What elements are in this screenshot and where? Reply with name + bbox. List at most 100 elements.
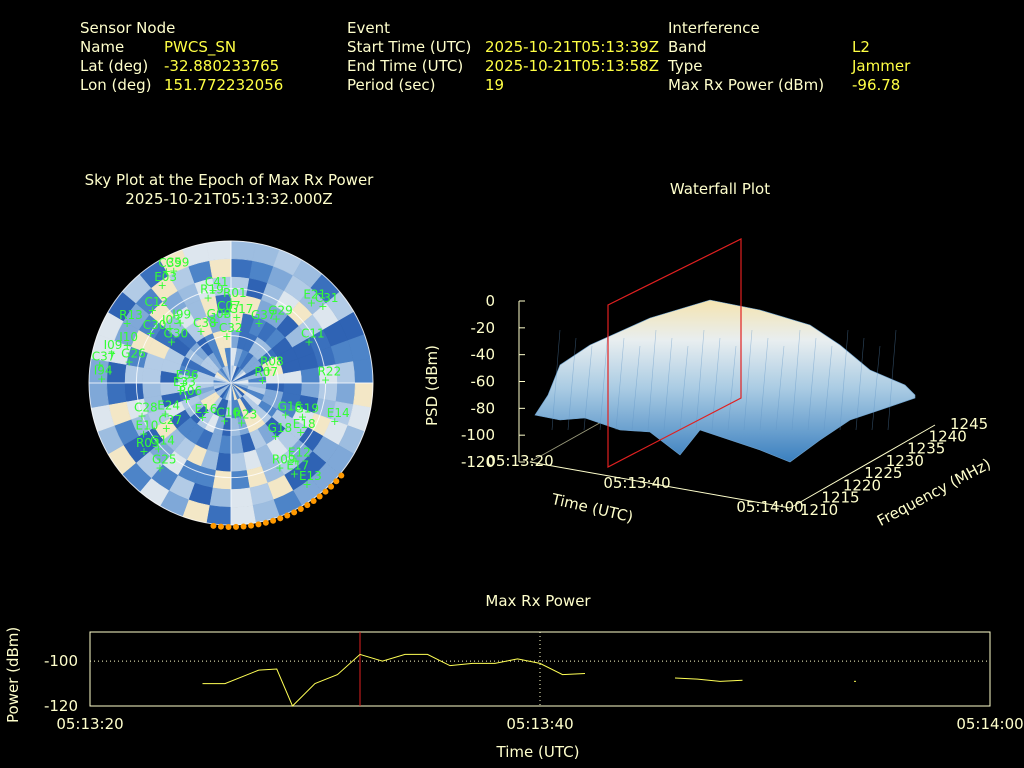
satellite-label: I10 bbox=[119, 330, 138, 344]
interference-marker bbox=[291, 509, 298, 516]
waterfall-z-tick-label: -20 bbox=[471, 319, 496, 337]
waterfall-y-tick-label: 1230 bbox=[886, 452, 924, 470]
satellite-c11: +C11 bbox=[301, 327, 325, 349]
satellite-marker: + bbox=[196, 325, 205, 338]
satellite-label: G16 bbox=[278, 400, 303, 414]
satellite-marker: + bbox=[220, 308, 229, 321]
waterfall-time-axis bbox=[529, 461, 791, 509]
satellite-c16: +C16 bbox=[216, 405, 240, 427]
satellite-marker: + bbox=[161, 408, 170, 421]
satellite-e18: +E18 bbox=[293, 417, 316, 439]
sky-plot-interference-markers bbox=[210, 472, 345, 530]
waterfall-ridge bbox=[615, 337, 625, 431]
interference-type-value: Jammer bbox=[852, 57, 911, 75]
event-section-title: Event bbox=[347, 19, 390, 37]
power-trace bbox=[674, 677, 743, 682]
satellite-label: E03 bbox=[154, 270, 177, 284]
waterfall-y-tick-label: 1240 bbox=[929, 427, 967, 445]
satellite-label: R22 bbox=[318, 365, 342, 379]
satellite-label: C07 bbox=[217, 299, 241, 313]
waterfall-x-tick-label: 05:14:00 bbox=[736, 498, 803, 516]
satellite-label: C28 bbox=[134, 400, 158, 414]
satellite-marker: + bbox=[296, 426, 305, 439]
event-end-value: 2025-10-21T05:13:58Z bbox=[485, 57, 659, 75]
satellite-r13: +R13 bbox=[119, 308, 143, 330]
satellite-label: G18 bbox=[268, 421, 293, 435]
satellite-marker: + bbox=[272, 312, 281, 325]
satellite-c39: +C39 bbox=[158, 256, 182, 278]
satellite-marker: + bbox=[139, 445, 148, 458]
event-start-label: Start Time (UTC) bbox=[347, 38, 472, 56]
waterfall-ridge bbox=[871, 345, 881, 431]
satellite-g14: +G14 bbox=[150, 433, 175, 455]
waterfall-z-tick-label: -100 bbox=[461, 426, 495, 444]
satellite-marker: + bbox=[107, 347, 116, 360]
waterfall-y-tick-label: 1210 bbox=[800, 501, 838, 519]
waterfall-ridge bbox=[727, 345, 737, 431]
waterfall-y-tick-label: 1215 bbox=[821, 489, 859, 507]
satellite-label: E14 bbox=[327, 406, 350, 420]
satellite-marker: + bbox=[146, 327, 155, 340]
satellite-marker: + bbox=[302, 478, 311, 491]
satellite-marker: + bbox=[237, 417, 246, 430]
satellite-r03: +R03 bbox=[136, 436, 160, 458]
satellite-label: G30 bbox=[164, 326, 189, 340]
waterfall-ridge bbox=[791, 329, 801, 431]
satellite-g25: +G25 bbox=[152, 453, 177, 475]
interference-marker bbox=[297, 505, 304, 512]
interference-marker bbox=[248, 522, 255, 529]
interference-marker bbox=[262, 519, 269, 526]
sky-plot-epoch: 2025-10-21T05:13:32.000Z bbox=[125, 190, 333, 208]
satellite-marker: + bbox=[275, 462, 284, 475]
power-y-tick-label: -120 bbox=[44, 697, 78, 715]
satellite-label: R23 bbox=[234, 408, 258, 422]
satellite-i99: +I99 bbox=[172, 308, 191, 330]
satellite-r06: +R06 bbox=[179, 384, 203, 406]
satellite-r09: +R09 bbox=[272, 453, 296, 475]
waterfall-title: Waterfall Plot bbox=[669, 180, 771, 198]
satellite-marker: + bbox=[330, 415, 339, 428]
satellite-i94: +I94 bbox=[94, 363, 113, 385]
satellite-marker: + bbox=[298, 410, 307, 423]
waterfall-back-axis bbox=[529, 419, 606, 463]
satellite-label: C11 bbox=[301, 327, 325, 341]
satellite-label: I09 bbox=[104, 338, 123, 352]
satellite-e21: +E21 bbox=[303, 288, 326, 310]
waterfall-surface-mesh bbox=[534, 299, 916, 463]
satellite-marker: + bbox=[291, 454, 300, 467]
satellite-label: R07 bbox=[254, 365, 278, 379]
interference-marker bbox=[233, 523, 240, 530]
satellite-marker: + bbox=[222, 330, 231, 343]
satellite-marker: + bbox=[139, 427, 148, 440]
satellite-g19: +G19 bbox=[294, 401, 319, 423]
interference-marker bbox=[310, 497, 317, 504]
satellite-marker: + bbox=[176, 317, 185, 330]
satellite-marker: + bbox=[321, 374, 330, 387]
satellite-c37: +C37 bbox=[92, 350, 116, 372]
satellite-r23: +R23 bbox=[234, 408, 258, 430]
satellite-label: G19 bbox=[294, 401, 319, 415]
satellite-g29: +G29 bbox=[268, 303, 293, 325]
waterfall-x-tick-label: 05:13:40 bbox=[603, 474, 670, 492]
satellite-e14: +E14 bbox=[327, 406, 350, 428]
satellite-label: C39 bbox=[158, 256, 182, 270]
interference-section-title: Interference bbox=[668, 19, 760, 37]
satellite-e10: +E10 bbox=[136, 418, 159, 440]
waterfall-y-tick-label: 1245 bbox=[950, 415, 988, 433]
sky-plot-title: Sky Plot at the Epoch of Max Rx Power bbox=[84, 171, 374, 189]
satellite-marker: + bbox=[123, 317, 132, 330]
satellite-c31: +C31 bbox=[315, 291, 339, 313]
waterfall-ridge bbox=[695, 329, 705, 431]
satellite-label: C41 bbox=[205, 275, 229, 289]
satellite-i10: +I10 bbox=[119, 330, 138, 352]
interference-marker bbox=[284, 512, 291, 519]
sky-plot-background bbox=[88, 240, 374, 526]
satellite-e17: +E17 bbox=[286, 458, 309, 480]
satellite-label: E17 bbox=[286, 458, 309, 472]
interference-power-value: -96.78 bbox=[852, 76, 901, 94]
satellite-marker: + bbox=[281, 409, 290, 422]
waterfall-z-tick-label: 0 bbox=[485, 292, 495, 310]
power-chart-x-label: Time (UTC) bbox=[496, 743, 580, 761]
